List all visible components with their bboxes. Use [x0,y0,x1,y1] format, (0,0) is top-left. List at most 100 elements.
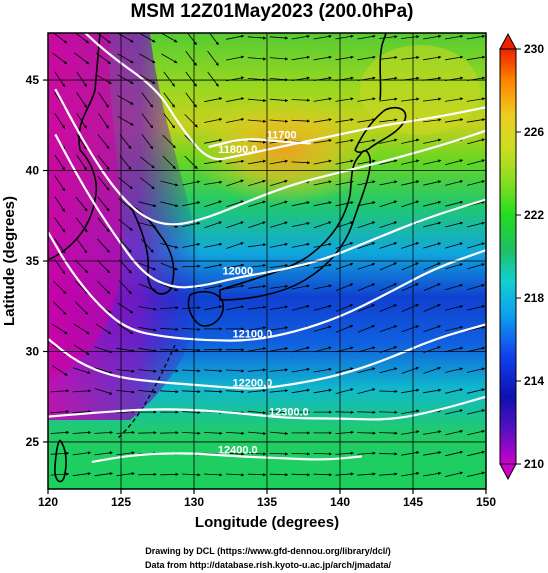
wind-arrow [204,138,223,144]
wind-arrow [445,263,464,270]
contour-line [48,231,486,342]
wind-arrow [335,472,354,476]
wind-arrow [226,263,245,269]
y-tick-label: 40 [26,164,40,178]
wind-arrow [73,344,90,355]
wind-arrow [247,36,267,40]
wind-arrow [226,179,244,187]
wind-arrow [379,118,398,123]
wind-arrow [94,451,113,456]
wind-arrow [422,97,442,102]
colorbar-tick-label: 222 [524,208,544,222]
wind-arrow [357,97,376,102]
contour-line [91,452,363,463]
wind-arrow [379,325,398,333]
wind-arrow [401,283,419,292]
wind-arrow [379,200,398,208]
wind-arrow [291,367,311,373]
wind-arrow [401,159,420,165]
wind-arrow [162,134,176,149]
wind-arrow [247,305,267,310]
wind-arrow [72,472,92,477]
wind-arrow [466,450,486,457]
wind-arrow [138,306,157,311]
wind-arrow [444,34,464,40]
wind-arrow [226,97,245,103]
wind-arrow [269,200,288,207]
wind-arrow [247,410,267,415]
wind-arrow [160,262,178,271]
wind-arrow [203,431,223,435]
wind-arrow [54,154,66,171]
wind-arrow [291,55,311,61]
wind-arrow [138,327,157,332]
wind-arrow [50,430,70,435]
wind-arrow [423,242,442,249]
wind-arrow [401,55,420,60]
wind-arrow [182,431,201,435]
wind-arrow [379,159,398,165]
wind-arrow [269,368,289,372]
grid-lines [48,33,486,489]
wind-arrow [182,390,201,394]
wind-arrow [444,118,464,123]
wind-arrow [97,217,110,233]
wind-arrow [247,368,267,372]
wind-arrow [357,451,376,455]
wind-arrow [247,389,267,393]
wind-arrow [445,471,464,477]
wind-arrow [204,159,223,165]
wind-arrow [117,115,134,126]
chart-title: MSM 12Z01May2023 (200.0hPa) [130,1,413,22]
warm-anomaly-east [360,45,480,135]
wind-arrow [423,471,442,477]
wind-arrow [357,221,376,229]
wind-arrow [335,34,354,40]
wind-arrow [139,74,156,84]
wind-arrow [269,159,289,165]
wind-arrow [422,118,442,123]
wind-arrow [379,304,397,312]
wind-arrow [313,284,332,290]
wind-arrow [182,410,201,415]
wind-arrow [423,325,442,333]
wind-arrow [445,180,464,186]
wind-arrow [445,159,464,166]
wind-arrow [160,180,179,187]
wind-arrow [75,196,88,212]
wind-arrow [51,323,68,335]
wind-arrow [269,98,289,103]
wind-arrow [160,472,179,476]
wind-arrow [75,238,88,254]
wind-arrow [291,284,310,290]
wind-arrow [466,221,486,228]
wind-arrow [357,431,376,435]
wind-arrow [269,410,289,415]
wind-arrow [423,304,441,312]
x-tick-label: 120 [38,495,58,509]
wind-arrow [53,301,67,315]
wind-arrow [335,180,354,186]
wind-arrow [162,155,176,170]
wind-arrow [445,305,464,311]
wind-arrow [94,388,113,395]
wind-arrow [269,452,289,456]
wind-arrow [247,452,267,456]
wind-arrow [74,33,90,44]
wind-arrow [423,138,442,144]
wind-arrow [163,113,175,129]
wind-arrow [182,327,201,331]
wind-arrow [140,156,155,169]
x-axis-ticks: 120 125 130 135 140 145 150 [38,489,496,509]
wind-arrow [445,450,464,457]
wind-arrow [357,410,376,414]
y-tick-label: 35 [26,254,40,268]
wind-arrow [204,284,223,290]
wind-arrow [335,367,354,374]
wind-arrow [204,242,223,248]
wind-arrow [445,346,464,353]
wind-arrow [204,263,223,269]
colorbar-max-arrow [499,32,517,50]
wind-arrow [184,155,198,170]
